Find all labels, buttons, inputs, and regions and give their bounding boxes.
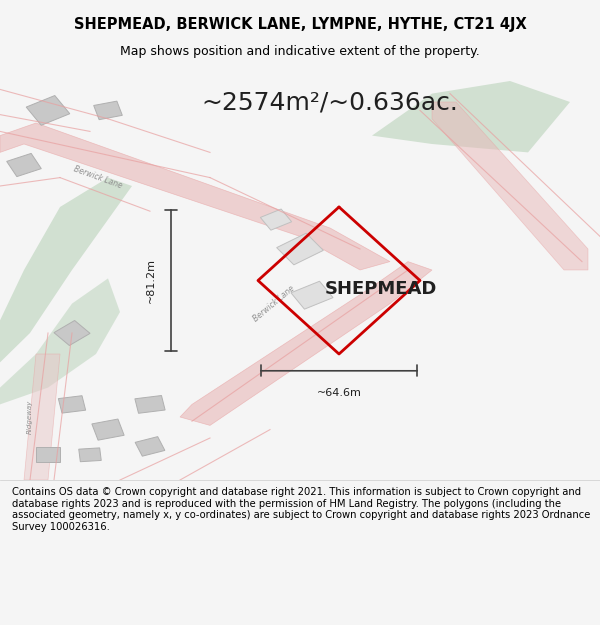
Polygon shape xyxy=(7,153,41,177)
Polygon shape xyxy=(0,177,132,362)
Polygon shape xyxy=(26,96,70,125)
Polygon shape xyxy=(54,321,90,346)
Polygon shape xyxy=(135,396,165,413)
Polygon shape xyxy=(94,101,122,119)
Polygon shape xyxy=(291,281,333,309)
Polygon shape xyxy=(135,437,165,456)
Polygon shape xyxy=(432,102,588,270)
Polygon shape xyxy=(372,81,570,152)
Text: ~64.6m: ~64.6m xyxy=(317,388,361,398)
Text: Berwick Lane: Berwick Lane xyxy=(72,164,123,191)
Polygon shape xyxy=(36,448,60,462)
Text: Contains OS data © Crown copyright and database right 2021. This information is : Contains OS data © Crown copyright and d… xyxy=(12,488,590,532)
Polygon shape xyxy=(24,354,60,480)
Text: SHEPMEAD: SHEPMEAD xyxy=(325,280,437,298)
Text: Map shows position and indicative extent of the property.: Map shows position and indicative extent… xyxy=(120,45,480,58)
Polygon shape xyxy=(277,233,323,265)
Polygon shape xyxy=(0,123,390,270)
Polygon shape xyxy=(180,262,432,426)
Polygon shape xyxy=(0,278,120,404)
Text: ~81.2m: ~81.2m xyxy=(146,258,156,303)
Text: ~2574m²/~0.636ac.: ~2574m²/~0.636ac. xyxy=(202,90,458,114)
Text: SHEPMEAD, BERWICK LANE, LYMPNE, HYTHE, CT21 4JX: SHEPMEAD, BERWICK LANE, LYMPNE, HYTHE, C… xyxy=(74,17,526,32)
Text: Berwick Lane: Berwick Lane xyxy=(252,284,297,324)
Polygon shape xyxy=(92,419,124,440)
Polygon shape xyxy=(260,209,292,230)
Text: Ridgeway: Ridgeway xyxy=(27,400,33,434)
Polygon shape xyxy=(79,448,101,462)
Polygon shape xyxy=(58,396,86,413)
